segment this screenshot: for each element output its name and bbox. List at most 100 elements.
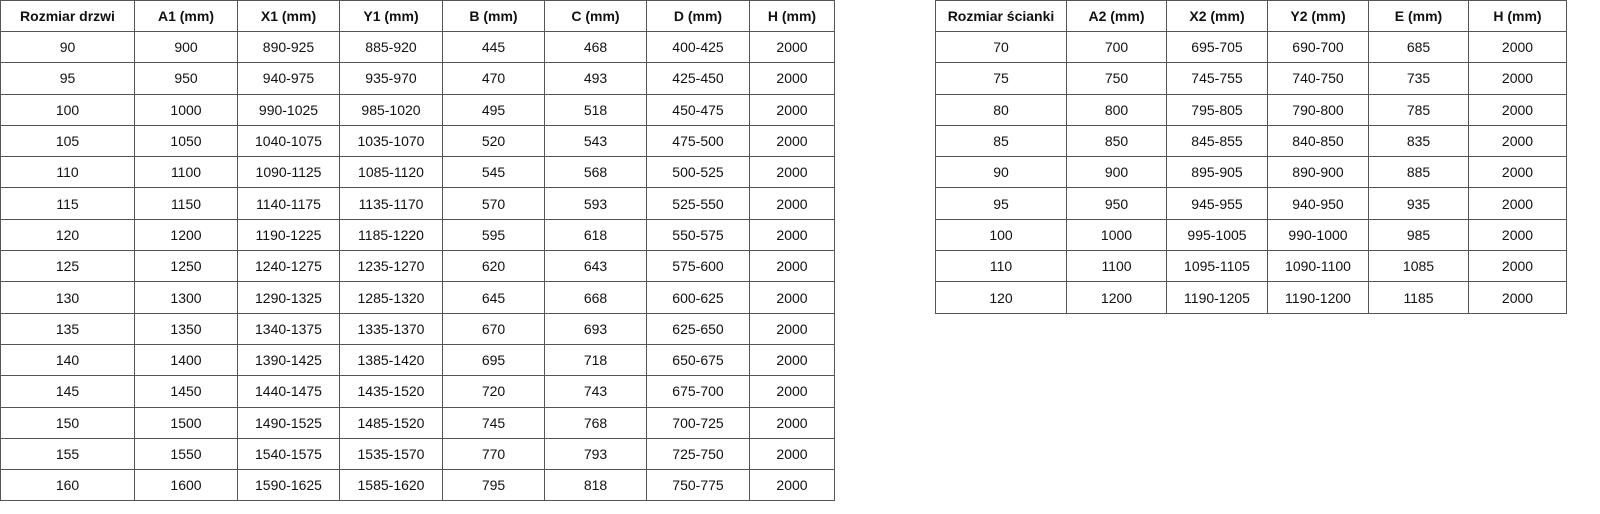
table-cell: 743 (544, 375, 647, 408)
table-cell: 100 (935, 218, 1067, 252)
table-cell: 1290-1325 (237, 281, 340, 314)
table-cell: 1490-1525 (237, 406, 340, 439)
table-cell: 950 (134, 62, 238, 95)
table-cell: 2000 (749, 312, 835, 345)
table-cell: 990-1025 (237, 93, 340, 126)
table-cell: 2000 (749, 375, 835, 408)
table-cell: 80 (935, 93, 1067, 126)
table-cell: 745 (442, 406, 545, 439)
table-cell: 2000 (749, 437, 835, 471)
table-cell: 1485-1520 (339, 406, 443, 439)
table-cell: 890-925 (237, 30, 340, 64)
table-cell: 105 (0, 124, 135, 158)
table-row: 115 1150 1140-1175 1135-1170 570 593 525-550 20… (0, 187, 835, 220)
table-cell: 1150 (134, 187, 238, 220)
table-row: 130 1300 1290-1325 1285-1320 645 668 600-625 20… (0, 281, 835, 314)
table-cell: 720 (442, 375, 545, 408)
table-cell: 2000 (1468, 156, 1567, 189)
table-cell: 2000 (749, 93, 835, 126)
table-cell: 1000 (134, 93, 238, 126)
table-cell: 700 (1066, 30, 1167, 64)
table-cell: 120 (935, 281, 1067, 314)
column-header: C (mm) (544, 0, 647, 32)
table-cell: 425-450 (646, 62, 750, 95)
table-cell: 450-475 (646, 93, 750, 126)
table-cell: 145 (0, 375, 135, 408)
table-cell: 840-850 (1267, 124, 1369, 158)
header-row: Rozmiar ścianki A2 (mm) X2 (mm) Y2 (mm) E (m… (935, 0, 1567, 32)
table-cell: 940-975 (237, 62, 340, 95)
table-cell: 475-500 (646, 124, 750, 158)
table-row: 105 1050 1040-1075 1035-1070 520 543 475-500 20… (0, 124, 835, 158)
table-cell: 1190-1200 (1267, 281, 1369, 314)
table-cell: 725-750 (646, 437, 750, 471)
table-cell: 1095-1105 (1166, 250, 1268, 283)
table-cell: 900 (1066, 156, 1167, 189)
table-cell: 2000 (749, 30, 835, 64)
table-row: 90 900 895-905 890-900 885 2000 (935, 156, 1567, 189)
table-cell: 1535-1570 (339, 437, 443, 471)
table-row: 85 850 845-855 840-850 835 2000 (935, 124, 1567, 158)
table-row: 140 1400 1390-1425 1385-1420 695 718 650-675 20… (0, 343, 835, 377)
table-cell: 600-625 (646, 281, 750, 314)
table-cell: 1550 (134, 437, 238, 471)
table-cell: 2000 (1468, 93, 1567, 126)
table-cell: 845-855 (1166, 124, 1268, 158)
table-cell: 1090-1100 (1267, 250, 1369, 283)
table-cell: 650-675 (646, 343, 750, 377)
table-cell: 770 (442, 437, 545, 471)
column-header: D (mm) (646, 0, 750, 32)
table-cell: 160 (0, 469, 135, 502)
column-header: Rozmiar ścianki (935, 0, 1067, 32)
column-header: Y1 (mm) (339, 0, 443, 32)
table-cell: 990-1000 (1267, 218, 1369, 252)
table-cell: 1185-1220 (339, 218, 443, 252)
table-row: 150 1500 1490-1525 1485-1520 745 768 700-725 20… (0, 406, 835, 439)
table-cell: 995-1005 (1166, 218, 1268, 252)
table-row: 110 1100 1095-1105 1090-1100 1085 2000 (935, 250, 1567, 283)
table-cell: 1190-1205 (1166, 281, 1268, 314)
table-cell: 2000 (749, 62, 835, 95)
column-header: H (mm) (749, 0, 835, 32)
table-cell: 543 (544, 124, 647, 158)
table-cell: 1440-1475 (237, 375, 340, 408)
table-cell: 1340-1375 (237, 312, 340, 345)
table-cell: 795 (442, 469, 545, 502)
table-row: 80 800 795-805 790-800 785 2000 (935, 93, 1567, 126)
table-cell: 95 (935, 187, 1067, 220)
column-header: X2 (mm) (1166, 0, 1268, 32)
table-cell: 1350 (134, 312, 238, 345)
table-cell: 695 (442, 343, 545, 377)
door-dimensions-table: Rozmiar drzwi A1 (mm) X1 (mm) Y1 (mm) B (mm)… (0, 0, 835, 502)
table-cell: 675-700 (646, 375, 750, 408)
table-cell: 885 (1368, 156, 1469, 189)
table-cell: 740-750 (1267, 62, 1369, 95)
table-cell: 1140-1175 (237, 187, 340, 220)
table-cell: 1335-1370 (339, 312, 443, 345)
table-cell: 900 (134, 30, 238, 64)
table-cell: 945-955 (1166, 187, 1268, 220)
table-cell: 120 (0, 218, 135, 252)
table-cell: 493 (544, 62, 647, 95)
column-header: H (mm) (1468, 0, 1567, 32)
table-cell: 1190-1225 (237, 218, 340, 252)
column-header: X1 (mm) (237, 0, 340, 32)
table-cell: 620 (442, 250, 545, 283)
table-row: 125 1250 1240-1275 1235-1270 620 643 575-600 20… (0, 250, 835, 283)
table-cell: 2000 (749, 218, 835, 252)
table-cell: 90 (935, 156, 1067, 189)
column-header: A2 (mm) (1066, 0, 1167, 32)
table-cell: 1250 (134, 250, 238, 283)
table-cell: 793 (544, 437, 647, 471)
column-header: Rozmiar drzwi (0, 0, 135, 32)
table-row: 160 1600 1590-1625 1585-1620 795 818 750-775 20… (0, 469, 835, 502)
table-cell: 90 (0, 30, 135, 64)
table-row: 145 1450 1440-1475 1435-1520 720 743 675-700 20… (0, 375, 835, 408)
table-cell: 670 (442, 312, 545, 345)
table-cell: 2000 (1468, 62, 1567, 95)
table-cell: 1100 (1066, 250, 1167, 283)
table-row: 135 1350 1340-1375 1335-1370 670 693 625-650 20… (0, 312, 835, 345)
table-cell: 470 (442, 62, 545, 95)
table-row: 120 1200 1190-1225 1185-1220 595 618 550-575 20… (0, 218, 835, 252)
table-cell: 570 (442, 187, 545, 220)
